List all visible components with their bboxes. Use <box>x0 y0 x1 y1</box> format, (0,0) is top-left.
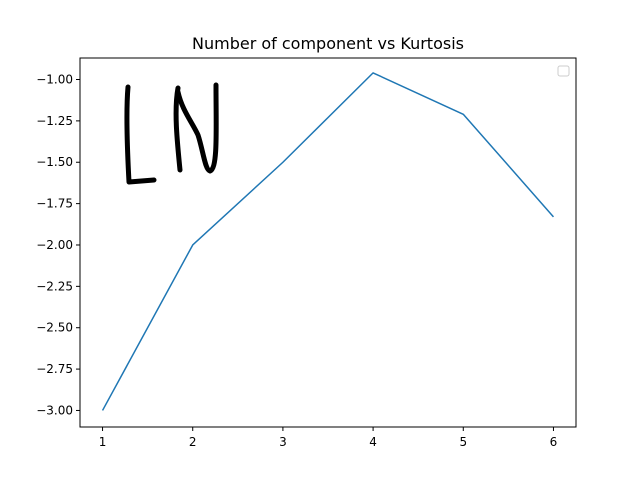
y-tick-label: −2.00 <box>36 238 73 252</box>
legend-box <box>557 65 570 77</box>
x-tick-label: 1 <box>99 435 107 449</box>
handwritten-ln-scribble <box>124 82 219 185</box>
x-tick-label: 3 <box>279 435 287 449</box>
plot-background <box>80 58 576 427</box>
chart-title: Number of component vs Kurtosis <box>192 34 464 53</box>
x-axis: 1 2 3 4 5 6 <box>99 427 558 449</box>
plot-area <box>80 58 576 427</box>
series-line <box>101 72 555 411</box>
y-tick-label: −3.00 <box>36 403 73 417</box>
y-tick-label: −2.75 <box>36 362 73 376</box>
y-tick-label: −2.50 <box>36 321 73 335</box>
x-tick-label: 4 <box>369 435 377 449</box>
x-tick-label: 2 <box>189 435 197 449</box>
x-tick-label: 5 <box>459 435 467 449</box>
plot-frame <box>79 57 577 428</box>
y-tick-label: −1.25 <box>36 114 73 128</box>
x-tick-label: 6 <box>550 435 558 449</box>
y-tick-label: −1.50 <box>36 155 73 169</box>
y-tick-label: −2.25 <box>36 279 73 293</box>
y-tick-label: −1.00 <box>36 73 73 87</box>
y-axis: −1.00 −1.25 −1.50 −1.75 −2.00 −2.25 −2.50 −2.75… <box>36 73 80 417</box>
y-tick-label: −1.75 <box>36 197 73 211</box>
